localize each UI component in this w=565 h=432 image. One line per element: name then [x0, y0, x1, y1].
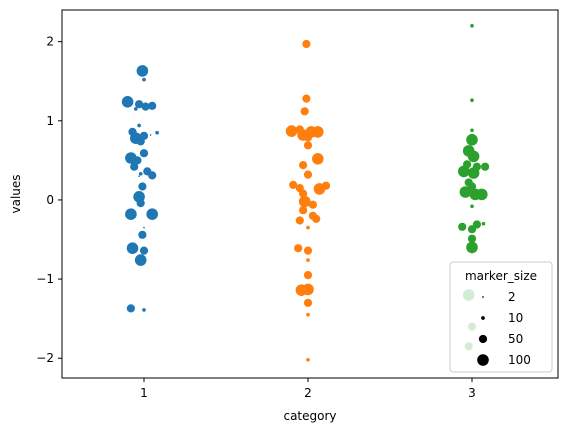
legend-marker	[477, 354, 489, 366]
y-tick-label: −2	[36, 351, 54, 365]
data-point-cat1-0	[136, 65, 149, 77]
data-point-cat2-23	[312, 214, 321, 223]
data-point-cat1-5	[148, 101, 157, 110]
data-point-cat2-9	[303, 141, 313, 150]
y-tick-label: −1	[36, 272, 54, 286]
data-point-cat2-11	[299, 161, 308, 170]
legend-label: 100	[508, 353, 531, 367]
data-point-cat1-32	[126, 304, 135, 313]
legend-marker	[478, 334, 488, 344]
data-point-cat1-12	[155, 130, 159, 135]
data-point-cat2-0	[302, 39, 311, 49]
data-point-cat3-3	[466, 134, 478, 146]
data-point-cat3-19	[472, 220, 481, 229]
data-point-cat1-30	[139, 246, 149, 255]
data-point-cat2-27	[306, 258, 310, 262]
data-point-cat2-28	[303, 271, 313, 280]
y-tick-label: 2	[46, 35, 54, 49]
data-point-cat1-2	[121, 96, 134, 108]
data-point-cat1-16	[133, 156, 142, 165]
data-point-cat2-4	[285, 125, 298, 137]
y-axis-ticks: −2 −1 0 1 2	[36, 35, 62, 365]
data-point-cat2-8	[303, 133, 313, 142]
data-point-cat1-1	[142, 77, 146, 82]
axes	[61, 9, 559, 379]
data-point-cat2-10	[312, 153, 324, 165]
x-axis-label: category	[283, 409, 336, 423]
data-point-cat2-22	[295, 216, 304, 225]
x-tick-label: 1	[140, 386, 148, 400]
axes-frame	[61, 9, 559, 379]
legend-label: 2	[508, 290, 516, 304]
data-point-cat2-26	[303, 246, 313, 255]
data-point-cat1-19	[148, 171, 157, 180]
data-point-cat1-4	[141, 102, 150, 111]
data-point-cat1-20	[138, 171, 143, 176]
data-point-cat3-16	[470, 204, 474, 209]
x-tick-label: 3	[468, 386, 476, 400]
data-point-cat1-33	[142, 308, 146, 312]
x-axis-ticks: 1 2 3	[140, 378, 476, 400]
data-point-cat2-2	[300, 107, 309, 116]
data-point-cat3-17	[458, 222, 467, 231]
data-point-cat3-8	[481, 162, 490, 171]
data-point-cat2-25	[294, 244, 303, 253]
data-point-cat2-30	[295, 284, 308, 297]
data-point-cat1-25	[125, 208, 137, 220]
data-point-cat1-26	[146, 208, 158, 220]
data-point-cat3-5	[467, 150, 480, 163]
data-point-cat2-6	[312, 126, 324, 138]
data-point-cat2-20	[299, 206, 308, 215]
legend-entries: 2 10 50 100	[477, 290, 531, 367]
data-point-cat2-19	[308, 200, 317, 209]
data-point-cat2-31	[303, 298, 313, 307]
data-point-cat1-14	[139, 149, 149, 158]
legend: marker_size 2 10 50 100	[449, 261, 553, 373]
data-point-cat2-33	[306, 357, 310, 362]
data-point-cat3-1	[470, 98, 474, 103]
data-point-cat2-24	[306, 225, 310, 230]
data-points	[121, 23, 490, 362]
data-point-cat1-13	[136, 137, 145, 146]
data-point-cat3-20	[481, 221, 486, 226]
data-point-cat2-16	[321, 181, 331, 190]
data-point-cat2-17	[299, 189, 308, 198]
data-point-cat2-1	[302, 94, 311, 103]
legend-marker	[482, 296, 484, 298]
data-point-cat1-7	[137, 123, 141, 128]
data-point-cat1-27	[143, 226, 145, 229]
data-point-cat2-32	[306, 312, 310, 317]
legend-title: marker_size	[465, 269, 537, 283]
x-tick-label: 2	[304, 386, 312, 400]
data-point-cat1-11	[149, 134, 152, 136]
legend-label: 50	[508, 332, 523, 346]
data-point-cat2-18	[298, 195, 311, 208]
legend-label: 10	[508, 311, 523, 325]
data-point-cat2-12	[303, 170, 313, 179]
data-point-cat1-31	[134, 254, 147, 266]
legend-marker	[481, 316, 485, 320]
data-point-cat3-10	[467, 167, 480, 179]
legend-box	[449, 261, 553, 373]
data-point-cat1-17	[130, 162, 139, 171]
data-point-cat3-21	[467, 234, 477, 243]
y-tick-label: 0	[46, 193, 54, 207]
data-point-cat1-29	[126, 242, 139, 254]
data-point-cat3-15	[476, 188, 488, 201]
data-point-cat3-9	[458, 165, 470, 178]
data-point-cat1-28	[138, 230, 147, 239]
data-point-cat1-6	[133, 107, 138, 111]
data-point-cat3-22	[466, 241, 478, 254]
data-point-cat3-13	[459, 186, 472, 198]
data-point-cat1-3	[135, 100, 144, 109]
data-point-cat3-0	[470, 23, 474, 28]
data-point-cat1-21	[138, 175, 140, 178]
data-point-cat2-13	[289, 180, 298, 189]
data-point-cat1-24	[136, 199, 145, 208]
y-tick-label: 1	[46, 114, 54, 128]
data-point-cat1-22	[138, 182, 147, 191]
data-point-cat3-2	[470, 128, 474, 133]
y-axis-label: values	[9, 174, 23, 213]
